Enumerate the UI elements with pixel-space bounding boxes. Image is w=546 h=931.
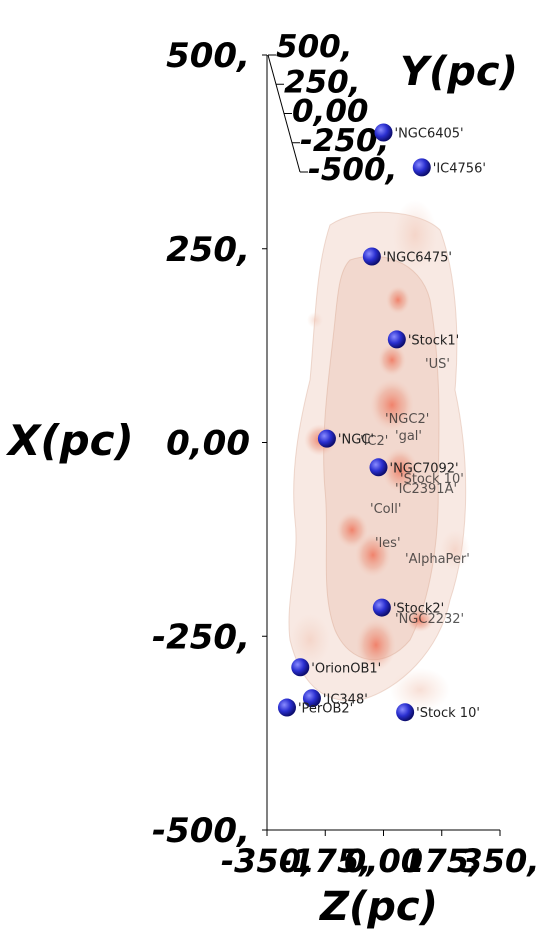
cluster-label: 'OrionOB1' bbox=[311, 661, 381, 676]
cluster-point bbox=[291, 658, 310, 677]
cluster-label: 'NGC' bbox=[338, 433, 374, 448]
cluster-label: 'NGC6405' bbox=[395, 127, 464, 142]
cluster-label: 'Stock 10' bbox=[416, 706, 480, 721]
cluster-points: 'NGC6405''IC4756''NGC6475''Stock1''NGC''… bbox=[277, 123, 486, 722]
y-axis-title: X(pc) bbox=[5, 416, 134, 465]
x-axis-title: Z(pc) bbox=[318, 884, 438, 930]
z-tick-label: -250, bbox=[300, 123, 389, 159]
cluster-label: 'IC348' bbox=[323, 692, 368, 707]
cluster-label: 'Stock1' bbox=[408, 333, 459, 348]
y-tick-label: -500, bbox=[152, 811, 250, 851]
cluster-label: 'PerOB2' bbox=[298, 702, 353, 717]
z-tick-label: 500, bbox=[276, 29, 353, 65]
density-blob bbox=[290, 614, 330, 666]
y-tick-label: 250, bbox=[166, 230, 250, 270]
faint-cluster-label: 'NGC2232' bbox=[395, 612, 464, 627]
faint-cluster-label: 'Stock 10' bbox=[400, 472, 464, 487]
cluster-point bbox=[277, 698, 296, 717]
faint-cluster-label: 'IC2' bbox=[360, 434, 388, 449]
y-tick-label: -250, bbox=[152, 617, 250, 657]
cluster-label: 'Stock2' bbox=[393, 602, 444, 617]
density-core bbox=[370, 379, 414, 431]
z-tick-label: -500, bbox=[308, 152, 397, 188]
density-core bbox=[386, 286, 410, 314]
density-blob bbox=[390, 668, 450, 712]
cluster-point bbox=[362, 247, 381, 266]
x-tick-label: 175, bbox=[402, 842, 481, 880]
density-blob bbox=[393, 200, 437, 270]
density-core bbox=[382, 448, 418, 492]
faint-labels: 'IC2' 'Stock 10' 'NGC2' 'IC2391A' 'Coll' 'les… bbox=[360, 357, 470, 627]
density-core bbox=[378, 344, 406, 376]
cluster-point bbox=[302, 689, 321, 708]
density-core bbox=[355, 533, 391, 577]
density-blob bbox=[307, 312, 323, 328]
faint-cluster-label: 'AlphaPer' bbox=[405, 552, 470, 567]
cluster-point bbox=[317, 429, 336, 448]
faint-cluster-label: 'Coll' bbox=[370, 502, 401, 517]
density-blob bbox=[440, 530, 470, 570]
cluster-label: 'NGC6475' bbox=[383, 251, 452, 266]
cluster-point bbox=[372, 598, 391, 617]
x-tick-label: 350, bbox=[461, 842, 540, 880]
faint-cluster-label: 'les' bbox=[375, 536, 401, 551]
x-tick-label: -175, bbox=[279, 842, 371, 880]
density-core bbox=[356, 619, 396, 671]
density-core bbox=[336, 512, 368, 548]
cluster-point bbox=[374, 123, 393, 142]
x-tick-label: 0,00 bbox=[344, 842, 423, 880]
faint-cluster-label: 'US' bbox=[425, 357, 450, 372]
z-tick-label: 250, bbox=[284, 64, 361, 100]
cluster-label: 'IC4756' bbox=[433, 161, 486, 176]
z-tick-label: 0,00 bbox=[292, 94, 369, 130]
y-tick-label: 500, bbox=[166, 36, 250, 76]
cluster-point bbox=[387, 330, 406, 349]
density-core bbox=[406, 608, 434, 632]
faint-cluster-label: 'NGC2' bbox=[385, 412, 429, 427]
density-envelope bbox=[288, 211, 467, 702]
faint-cluster-label: 'gal' bbox=[395, 429, 422, 444]
y-ticks: 500, 250, 0,00 -250, -500, bbox=[152, 36, 267, 851]
cluster-point bbox=[412, 158, 431, 177]
cluster-label: 'NGC7092' bbox=[390, 461, 459, 476]
density-cloud bbox=[288, 200, 470, 712]
faint-cluster-label: 'IC2391A' bbox=[395, 482, 457, 497]
cluster-point bbox=[369, 458, 388, 477]
z-ticks: 500,250,0,00-250,-500, bbox=[267, 29, 397, 188]
z-axis-title: Y(pc) bbox=[400, 49, 518, 95]
x-tick-label: -350, bbox=[221, 842, 313, 880]
y-tick-label: 0,00 bbox=[166, 424, 250, 464]
cluster-point bbox=[396, 703, 415, 722]
